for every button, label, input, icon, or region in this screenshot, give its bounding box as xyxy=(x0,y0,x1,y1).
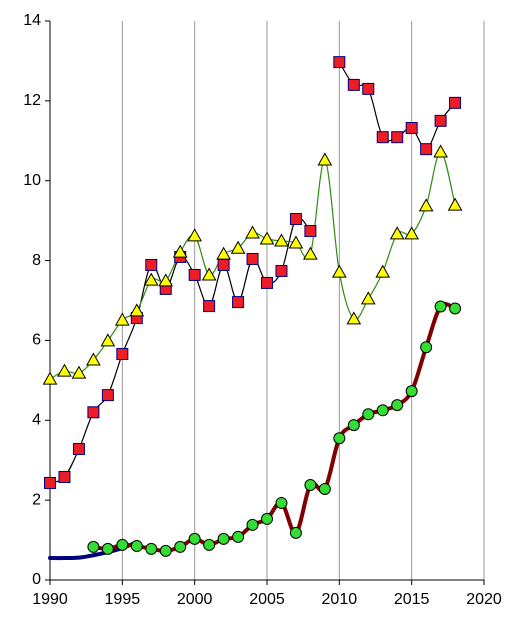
marker xyxy=(174,540,187,553)
y-tick-label: 12 xyxy=(23,92,41,109)
x-tick-label: 1995 xyxy=(105,591,141,608)
marker xyxy=(203,538,216,551)
marker xyxy=(449,302,462,315)
x-tick-label: 2020 xyxy=(466,591,502,608)
series-line xyxy=(91,302,458,553)
marker xyxy=(391,399,404,412)
marker xyxy=(447,197,463,211)
marker xyxy=(346,311,362,325)
y-tick-label: 14 xyxy=(23,12,41,29)
marker xyxy=(376,131,389,144)
marker xyxy=(318,482,331,495)
marker xyxy=(158,273,174,287)
marker xyxy=(434,300,447,313)
marker xyxy=(87,406,100,419)
marker xyxy=(100,333,116,347)
marker xyxy=(72,443,85,456)
marker xyxy=(159,544,172,557)
marker xyxy=(246,518,259,531)
marker xyxy=(362,82,375,95)
marker xyxy=(360,291,376,305)
marker xyxy=(201,267,217,281)
marker xyxy=(433,144,448,158)
marker xyxy=(116,538,129,551)
marker xyxy=(449,96,462,109)
marker xyxy=(57,363,72,377)
marker xyxy=(86,352,101,366)
marker xyxy=(230,240,246,254)
marker xyxy=(187,228,203,242)
marker xyxy=(116,348,129,361)
marker xyxy=(405,385,418,398)
marker xyxy=(275,264,288,277)
marker xyxy=(274,233,289,247)
marker xyxy=(188,532,201,545)
marker xyxy=(420,143,433,156)
marker xyxy=(217,258,230,271)
marker xyxy=(203,300,216,313)
marker xyxy=(347,78,360,91)
marker xyxy=(87,540,100,553)
marker xyxy=(418,198,434,212)
y-tick-label: 2 xyxy=(32,491,41,508)
marker xyxy=(172,244,188,258)
marker xyxy=(143,272,159,286)
marker xyxy=(58,470,71,483)
marker xyxy=(275,496,288,509)
marker xyxy=(347,419,360,432)
marker xyxy=(259,231,275,245)
y-tick-label: 4 xyxy=(32,412,41,429)
marker xyxy=(42,371,58,385)
marker xyxy=(145,542,158,555)
marker xyxy=(391,131,404,144)
marker xyxy=(232,530,245,543)
marker xyxy=(232,296,245,309)
marker xyxy=(289,213,302,226)
marker xyxy=(130,540,143,553)
marker xyxy=(114,312,130,326)
marker xyxy=(217,532,230,545)
marker xyxy=(304,225,317,238)
marker xyxy=(188,268,201,281)
marker xyxy=(246,252,259,265)
marker xyxy=(333,432,346,445)
y-tick-label: 0 xyxy=(32,571,41,588)
marker xyxy=(304,478,317,491)
marker xyxy=(420,341,433,354)
x-tick-label: 2000 xyxy=(177,591,213,608)
marker xyxy=(375,264,391,278)
x-tick-label: 2010 xyxy=(322,591,358,608)
y-tick-label: 10 xyxy=(23,172,41,189)
marker xyxy=(333,56,346,69)
marker xyxy=(303,246,318,260)
y-tick-label: 8 xyxy=(32,252,41,269)
marker xyxy=(101,389,114,402)
marker xyxy=(288,235,304,249)
marker xyxy=(261,512,273,525)
marker xyxy=(405,122,418,135)
marker xyxy=(434,114,447,127)
y-tick-label: 6 xyxy=(32,332,41,349)
marker xyxy=(245,225,260,239)
series-line xyxy=(49,61,456,484)
marker xyxy=(129,303,145,317)
x-tick-label: 2015 xyxy=(394,591,430,608)
marker xyxy=(362,408,375,421)
x-tick-label: 1990 xyxy=(32,591,68,608)
marker xyxy=(331,264,347,278)
marker xyxy=(389,226,405,240)
marker xyxy=(404,226,420,240)
marker xyxy=(216,246,231,260)
marker xyxy=(317,152,333,166)
marker xyxy=(101,542,114,555)
marker xyxy=(289,526,302,539)
marker xyxy=(71,365,87,379)
marker xyxy=(145,258,158,271)
marker xyxy=(44,476,56,489)
x-tick-label: 2005 xyxy=(249,591,285,608)
marker xyxy=(261,276,273,289)
marker xyxy=(376,404,389,417)
